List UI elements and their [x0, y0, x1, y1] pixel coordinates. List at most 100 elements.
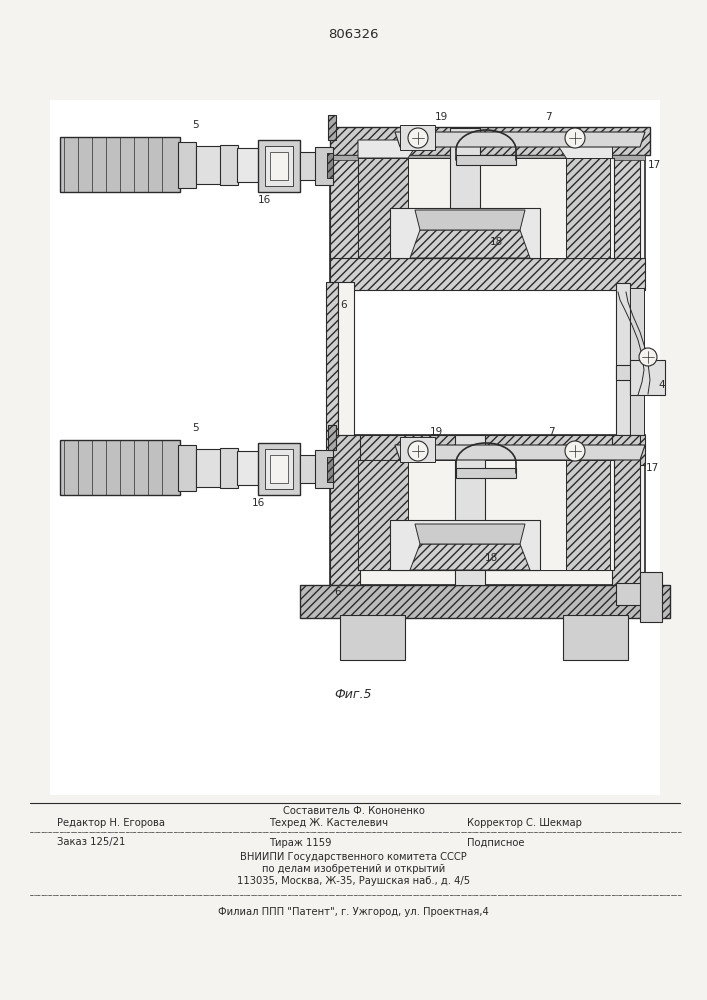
Bar [327, 457, 333, 482]
Polygon shape [554, 140, 612, 158]
Bar [358, 460, 614, 570]
Bar [630, 360, 665, 395]
Bar [338, 282, 354, 452]
Bar [330, 155, 360, 290]
Bar [456, 468, 516, 478]
Bar [60, 137, 180, 192]
Text: 6: 6 [334, 587, 341, 597]
Text: 16: 16 [252, 498, 265, 508]
Bar [563, 615, 628, 660]
Text: 7: 7 [545, 112, 551, 122]
Bar [616, 365, 661, 380]
Bar [408, 158, 566, 258]
Text: 4: 4 [658, 380, 665, 390]
Polygon shape [415, 210, 525, 230]
Text: Редактор Н. Егорова: Редактор Н. Егорова [57, 818, 165, 828]
Bar [330, 435, 645, 465]
Bar [330, 155, 645, 290]
Polygon shape [415, 524, 525, 544]
Bar [270, 455, 288, 483]
Bar [178, 142, 196, 188]
Text: Подписное: Подписное [467, 838, 524, 848]
Bar [315, 450, 333, 488]
Polygon shape [410, 230, 530, 258]
Polygon shape [400, 125, 435, 150]
Bar [196, 146, 221, 184]
Text: 17: 17 [646, 463, 659, 473]
Bar [616, 583, 660, 605]
Bar [612, 435, 640, 585]
Bar [220, 448, 238, 488]
Bar [258, 443, 300, 495]
Bar [456, 155, 516, 165]
Bar [237, 451, 259, 485]
Bar [408, 460, 566, 570]
Bar [328, 425, 336, 450]
Bar [300, 455, 316, 483]
Bar [358, 460, 408, 570]
Bar [330, 435, 645, 585]
Text: 19: 19 [435, 112, 448, 122]
Circle shape [408, 441, 428, 461]
Bar [220, 145, 238, 185]
Bar [612, 155, 640, 290]
Bar [358, 158, 614, 258]
Bar [340, 615, 405, 660]
Bar [330, 435, 360, 585]
Text: 7: 7 [548, 427, 554, 437]
Text: по делам изобретений и открытий: по делам изобретений и открытий [262, 864, 445, 874]
Bar [326, 282, 338, 452]
Bar [616, 283, 630, 445]
Text: 5: 5 [192, 423, 199, 433]
Polygon shape [395, 445, 645, 460]
Circle shape [565, 128, 585, 148]
Text: Тираж 1159: Тираж 1159 [269, 838, 331, 848]
Circle shape [639, 348, 657, 366]
Bar [300, 585, 670, 618]
Bar [640, 572, 662, 622]
Polygon shape [410, 544, 530, 570]
Circle shape [408, 128, 428, 148]
Bar [237, 148, 259, 182]
Text: 18: 18 [485, 553, 498, 563]
Bar [327, 153, 333, 178]
Text: 16: 16 [258, 195, 271, 205]
Bar [50, 100, 660, 795]
Text: 806326: 806326 [328, 28, 378, 41]
Bar [196, 449, 221, 487]
Bar [328, 115, 336, 140]
Bar [330, 127, 650, 155]
Text: 6: 6 [340, 300, 346, 310]
Bar [258, 140, 300, 192]
Polygon shape [358, 140, 420, 158]
Polygon shape [400, 437, 435, 462]
Text: 17: 17 [648, 160, 661, 170]
Text: ВНИИПИ Государственного комитета СССР: ВНИИПИ Государственного комитета СССР [240, 852, 467, 862]
Bar [330, 155, 645, 160]
Bar [455, 435, 485, 585]
Bar [358, 158, 408, 258]
Text: Составитель Ф. Кононенко: Составитель Ф. Кононенко [283, 806, 424, 816]
Bar [60, 440, 180, 495]
Bar [450, 128, 480, 258]
Circle shape [565, 441, 585, 461]
Bar [270, 152, 288, 180]
Text: Филиал ППП "Патент", г. Ужгород, ул. Проектная,4: Филиал ППП "Патент", г. Ужгород, ул. Про… [218, 907, 489, 917]
Bar [265, 146, 293, 186]
Bar [566, 460, 610, 570]
Text: 18: 18 [490, 237, 503, 247]
Text: 19: 19 [430, 427, 443, 437]
Text: Корректор С. Шекмар: Корректор С. Шекмар [467, 818, 581, 828]
Bar [178, 445, 196, 491]
Text: Заказ 125/21: Заказ 125/21 [57, 838, 125, 848]
Bar [630, 288, 644, 440]
Text: 113035, Москва, Ж-35, Раушская наб., д. 4/5: 113035, Москва, Ж-35, Раушская наб., д. … [237, 876, 470, 886]
Text: Техред Ж. Кастелевич: Техред Ж. Кастелевич [269, 818, 387, 828]
Text: Фиг.5: Фиг.5 [334, 688, 372, 702]
Text: 5: 5 [192, 120, 199, 130]
Bar [566, 158, 610, 258]
Bar [300, 152, 316, 180]
Bar [265, 449, 293, 489]
Polygon shape [395, 132, 645, 147]
Bar [390, 208, 540, 258]
